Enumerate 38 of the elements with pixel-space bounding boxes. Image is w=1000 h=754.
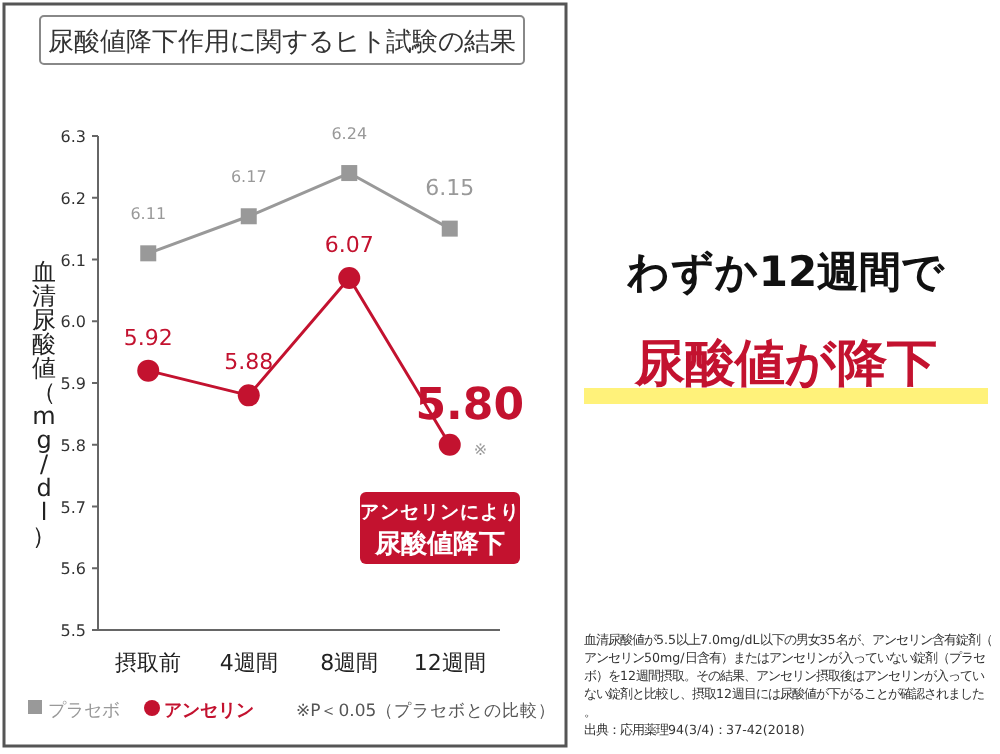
x-tick-label: 8週間 [320,650,379,676]
y-tick-label: 6.0 [60,313,86,332]
point [438,433,461,456]
point [441,220,458,237]
x-tick-label: 摂取前 [115,650,182,676]
y-tick-label: 5.7 [60,498,86,517]
y-tick-label: 5.5 [60,622,86,640]
data-label: 6.15 [425,174,475,201]
annotation: アンセリンにより [360,502,520,524]
y-tick-label: 6.3 [60,128,86,146]
point [338,267,361,290]
text: 血清尿酸値（mg/dl） [32,258,56,550]
y-tick-label: 5.8 [60,436,86,455]
data-label: 6.17 [230,168,267,187]
legend-label: プラセボ [48,700,120,722]
data-label: 6.24 [331,125,368,144]
point [240,208,257,225]
y-tick-label: 5.9 [60,375,86,393]
y-tick-label: 6.2 [60,189,86,208]
data-label: 6.07 [324,232,374,259]
data-label: 5.92 [123,324,173,351]
chart-title: 尿酸値降下作用に関するヒト試験の結果 [48,28,516,58]
data-label: 6.11 [130,205,167,224]
point [237,384,260,407]
annotation: 尿酸値降下 [373,528,505,560]
text: 尿酸値が降下 [633,334,937,392]
text: わずか12週間で [624,248,946,296]
x-tick-label: 4週間 [219,650,278,676]
data-label: 5.88 [224,349,274,376]
text: ※P＜0.05（プラセボとの比較） [296,700,557,722]
point [140,245,157,262]
point [137,359,160,382]
y-tick-label: 5.6 [60,560,86,579]
x-tick-label: 12週間 [413,650,486,676]
annotation: ※ [473,440,488,459]
point [341,165,358,182]
legend-label: アンセリン [164,702,254,722]
y-tick-label: 6.1 [60,251,86,270]
